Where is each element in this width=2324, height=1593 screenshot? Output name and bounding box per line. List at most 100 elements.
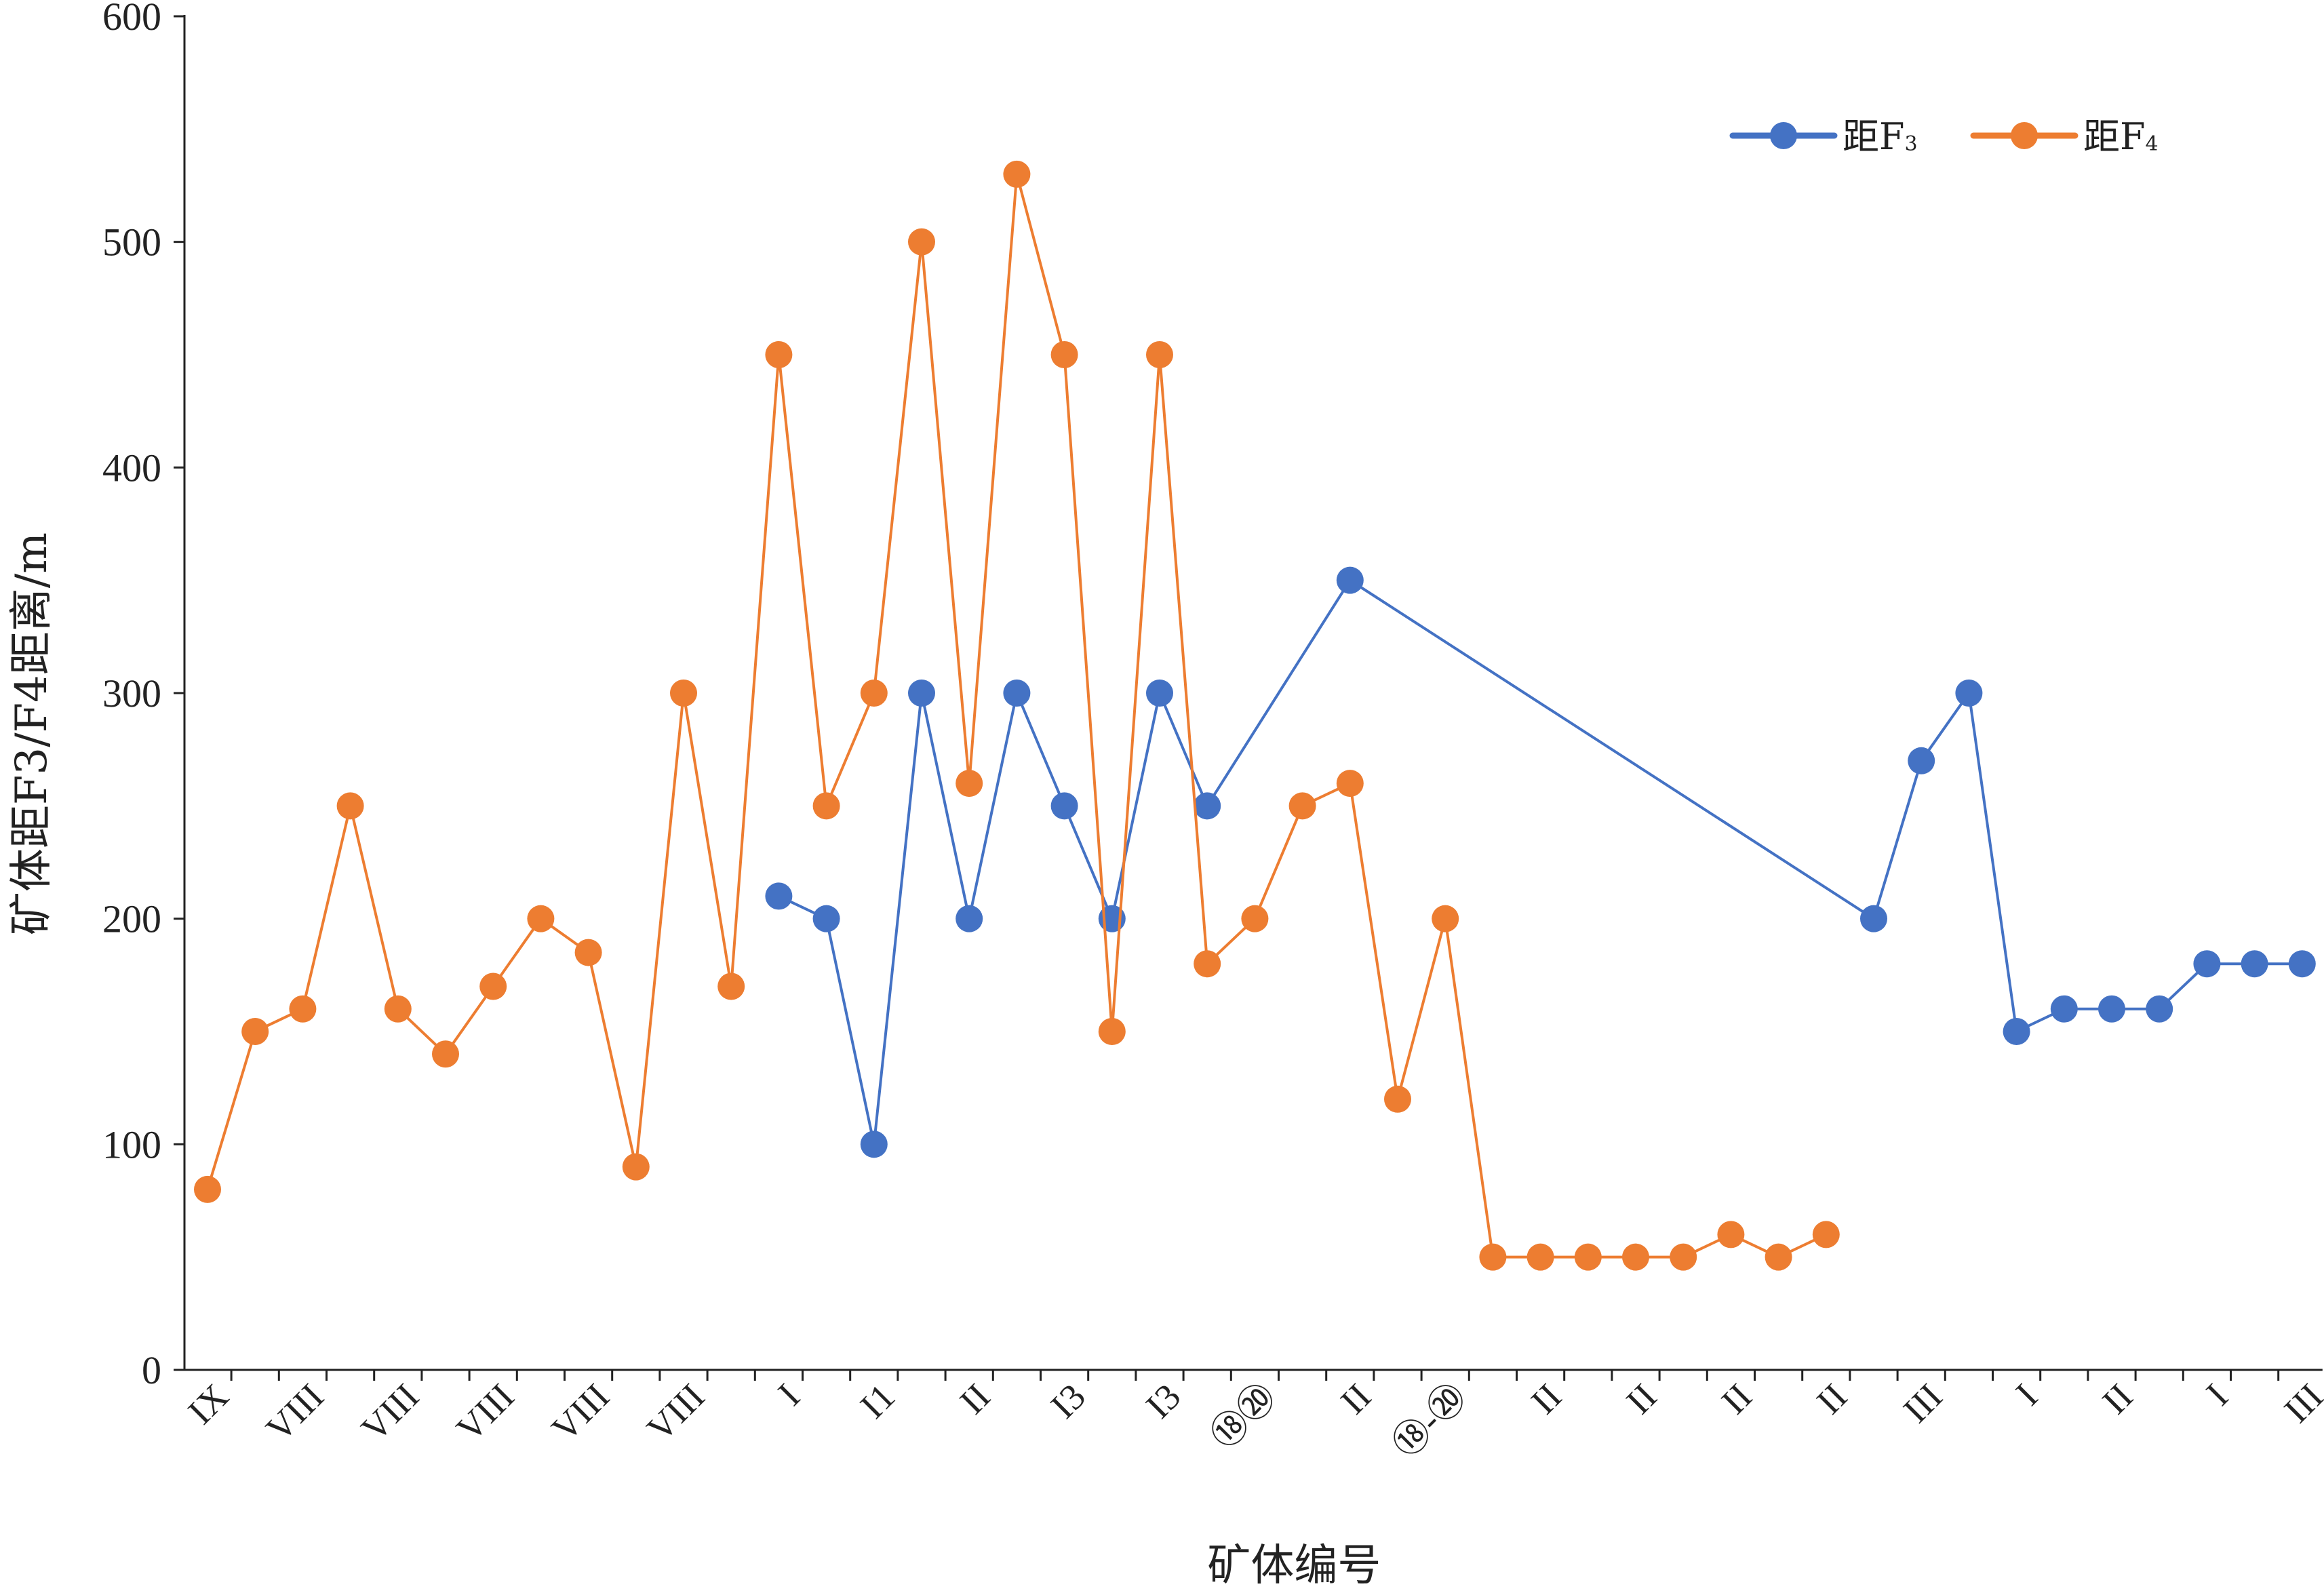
x-tick-label: I: [2199, 1376, 2236, 1413]
y-tick-label: 0: [142, 1348, 161, 1392]
x-tick-label: I3: [1138, 1376, 1188, 1426]
data-point: [956, 770, 983, 798]
x-axis-title: 矿体编号: [1207, 1541, 1381, 1591]
data-point: [765, 341, 793, 368]
y-tick-label: 200: [102, 897, 161, 941]
x-tick-label: VIII: [258, 1376, 332, 1449]
series-1: [765, 566, 2316, 1158]
series-line: [206, 172, 1827, 1259]
data-point: [2288, 950, 2316, 978]
x-tick-label: III: [1895, 1376, 1950, 1431]
legend-item-1: 距F3: [1729, 115, 1918, 158]
y-tick-label: 500: [102, 220, 161, 264]
x-tick-label: I: [770, 1376, 808, 1413]
data-point: [1955, 680, 1983, 707]
series-2: [194, 160, 1840, 1271]
data-point: [2098, 995, 2125, 1023]
data-point: [812, 905, 840, 932]
data-point: [1384, 1085, 1411, 1113]
x-tick-label: VIII: [639, 1376, 712, 1449]
data-point: [670, 680, 697, 707]
data-point: [1432, 905, 1459, 932]
data-point: [1336, 770, 1364, 798]
data-point: [1050, 341, 1078, 368]
x-tick-label: ⑱⑳: [1203, 1376, 1284, 1457]
data-point: [1908, 747, 1935, 774]
data-point: [1241, 905, 1269, 932]
data-point: [622, 1153, 650, 1181]
legend-swatch-marker: [1770, 122, 1797, 149]
data-point: [2050, 995, 2078, 1023]
x-tick-label: I1: [852, 1376, 903, 1426]
data-point: [432, 1040, 459, 1068]
x-tick-label: III: [2277, 1376, 2324, 1431]
data-point: [1527, 1243, 1554, 1271]
data-point: [241, 1018, 269, 1045]
y-tick-label: 400: [102, 446, 161, 490]
x-tick-label: II: [2095, 1376, 2141, 1422]
data-point: [908, 228, 935, 256]
data-point: [1479, 1243, 1507, 1271]
x-tick-label: II: [1619, 1376, 1665, 1422]
x-tick-label: II: [1714, 1376, 1760, 1422]
data-point: [1003, 680, 1031, 707]
data-point: [289, 995, 317, 1023]
x-tick-label: I3: [1043, 1376, 1093, 1426]
data-point: [1336, 566, 1364, 594]
data-point: [574, 939, 602, 966]
x-tick-label: VIII: [448, 1376, 521, 1449]
data-point: [2003, 1018, 2030, 1045]
data-point: [1860, 905, 1887, 932]
data-point: [2146, 995, 2173, 1023]
data-point: [1098, 1018, 1126, 1045]
data-point: [384, 995, 412, 1023]
x-tick-label: ⑱-⑳: [1385, 1376, 1474, 1466]
data-point: [1717, 1221, 1745, 1248]
data-point: [860, 680, 888, 707]
x-tick-label: II: [1523, 1376, 1569, 1422]
y-tick-label: 300: [102, 671, 161, 715]
data-point: [956, 905, 983, 932]
x-tick-label: VIII: [353, 1376, 427, 1449]
y-axis-title: 矿体距F3/F4距离/m: [7, 532, 57, 935]
x-tick-label: VIII: [544, 1376, 617, 1449]
legend-swatch-marker: [2011, 122, 2038, 149]
data-point: [860, 1130, 888, 1158]
data-point: [1288, 792, 1316, 820]
data-point: [1765, 1243, 1792, 1271]
axes: 0 100 200 300 400 500 600 IX VIII VIII VIII VIII VII…: [102, 0, 2324, 1465]
data-point: [527, 905, 555, 932]
data-point: [479, 972, 507, 1000]
data-point: [2193, 950, 2221, 978]
x-tick-label: II: [1333, 1376, 1379, 1422]
x-tick-label: IX: [180, 1376, 237, 1432]
x-tick-label: I: [2008, 1376, 2045, 1413]
x-tick-label: II: [952, 1376, 998, 1422]
data-point: [717, 972, 745, 1000]
data-point: [194, 1175, 221, 1203]
data-point: [1146, 341, 1173, 368]
legend-label: 距F4: [2083, 115, 2159, 158]
legend-item-2: 距F4: [1970, 115, 2159, 158]
data-point: [1003, 160, 1031, 188]
data-point: [2241, 950, 2268, 978]
y-tick-label: 100: [102, 1122, 161, 1166]
data-point: [1812, 1221, 1840, 1248]
legend-label: 距F3: [1843, 115, 1918, 158]
data-point: [1146, 680, 1173, 707]
data-point: [1622, 1243, 1649, 1271]
data-point: [1050, 792, 1078, 820]
data-point: [1574, 1243, 1602, 1271]
series-layer: [194, 160, 2316, 1271]
data-point: [812, 792, 840, 820]
x-tick-label: II: [1809, 1376, 1855, 1422]
data-point: [1194, 792, 1221, 820]
data-point: [1670, 1243, 1697, 1271]
y-tick-label: 600: [102, 0, 161, 39]
data-point: [336, 792, 364, 820]
data-point: [765, 882, 793, 910]
data-point: [1194, 950, 1221, 978]
legend: 距F3 距F4: [1729, 115, 2159, 158]
series-line: [778, 578, 2302, 1146]
